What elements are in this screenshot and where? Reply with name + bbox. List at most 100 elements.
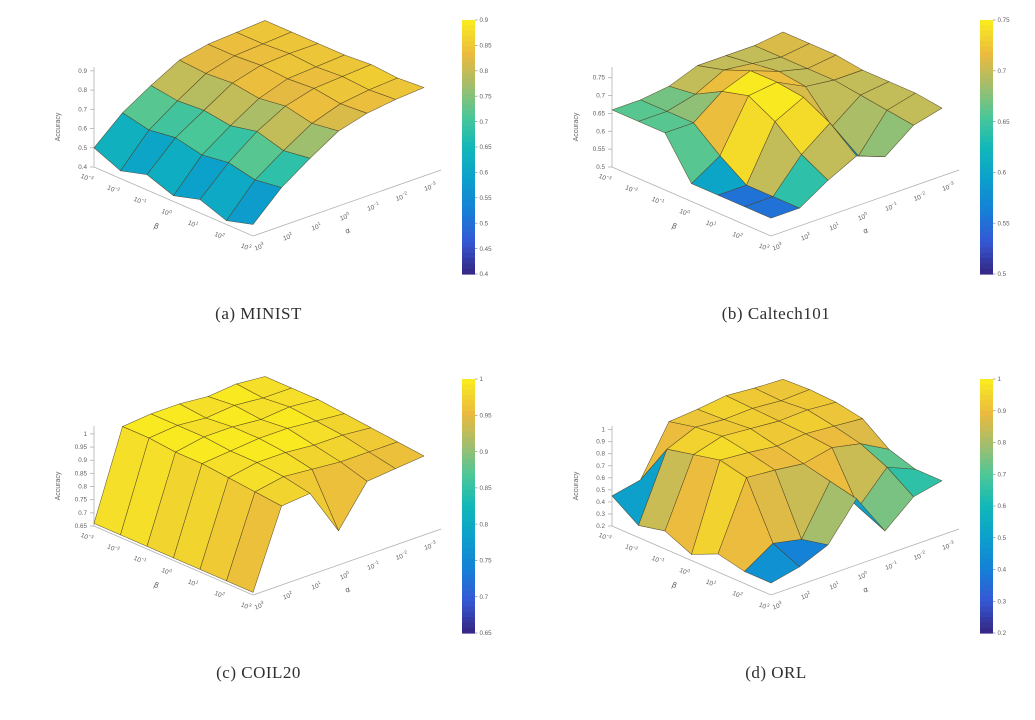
z-tick-label: 0.8 — [78, 484, 87, 491]
beta-tick-label: 103 — [757, 241, 770, 253]
colorbar-segment — [462, 94, 475, 100]
surface-mesh — [611, 31, 942, 219]
colorbar-segment — [462, 78, 475, 85]
z-axis-label: Accuracy — [573, 112, 580, 141]
beta-axis-label: β — [670, 221, 678, 231]
colorbar-segment — [462, 458, 475, 465]
colorbar-segment — [979, 521, 993, 528]
colorbar-segment — [462, 184, 475, 190]
z-tick-label: 0.7 — [78, 510, 87, 517]
beta-tick-label: 102 — [213, 229, 226, 241]
beta-tick-label: 10−2 — [106, 542, 121, 555]
beta-tick-label: 10−1 — [132, 194, 147, 207]
colorbar-segment — [979, 109, 993, 116]
ground-axes — [93, 525, 442, 596]
colorbar-segment — [979, 231, 993, 238]
surface-face — [226, 491, 282, 593]
colorbar-tick-label: 1 — [997, 376, 1001, 383]
colorbar-segment — [979, 83, 993, 90]
colorbar-segment — [979, 184, 993, 190]
colorbar-segment — [462, 447, 475, 454]
colorbar-segment — [979, 389, 993, 396]
colorbar-segment — [979, 558, 993, 565]
colorbar-segment — [462, 622, 475, 629]
alpha-tick-label: 10−1 — [366, 200, 381, 213]
axes: 0.75 0.7 0.65 0.6 0.55 0.5 Accuracy 10−3 10−2 10−… — [573, 67, 959, 253]
colorbar-segment — [462, 437, 475, 444]
colorbar-segment — [979, 35, 993, 42]
colorbar-segment — [462, 468, 475, 475]
colorbar-segment — [462, 506, 475, 512]
colorbar-segment — [462, 379, 475, 385]
axes: 1 0.95 0.9 0.85 0.8 0.75 0.7 0.65 Accuracy 10−3 10… — [55, 426, 442, 611]
axes: 1 0.9 0.8 0.7 0.6 0.5 0.4 0.3 0.2 Accuracy 10−3 10−… — [573, 426, 959, 612]
caption-caltech101: (b) Caltech101 — [721, 304, 831, 323]
colorbar-tick-label: 0.85 — [480, 43, 493, 50]
caption-minist: (a) MINIST — [215, 304, 302, 323]
colorbar-tick-label: 0.65 — [997, 119, 1010, 126]
colorbar-segment — [979, 189, 993, 196]
colorbar-segment — [462, 231, 475, 238]
alpha-tick-label: 100 — [856, 570, 869, 582]
colorbar-tick-label: 0.75 — [480, 93, 493, 100]
beta-tick-label: 10−1 — [132, 553, 147, 566]
colorbar-segment — [979, 215, 993, 222]
panel-coil20: 1 0.95 0.9 0.85 0.8 0.75 0.7 0.65 Accuracy 10−3 10… — [0, 351, 517, 711]
colorbar-segment — [462, 474, 475, 481]
alpha-tick-label: 102 — [799, 231, 812, 243]
colorbar-segment — [462, 558, 475, 565]
colorbar-segment — [979, 115, 993, 122]
surface-plot-coil20: 10.950.90.850.80.750.70.65Accuracy10−310… — [55, 376, 492, 637]
colorbar-segment — [979, 88, 993, 95]
colorbar-segment — [979, 431, 993, 438]
colorbar-segment — [462, 389, 475, 396]
colorbar-tick-label: 1 — [480, 376, 484, 383]
colorbar-tick-label: 0.5 — [480, 220, 489, 227]
colorbar-segment — [979, 527, 993, 534]
colorbar-segment — [462, 221, 475, 227]
colorbar-segment — [979, 421, 993, 428]
colorbar-segment — [979, 463, 993, 470]
colorbar-segment — [462, 400, 475, 407]
colorbar-tick-label: 0.4 — [997, 567, 1006, 574]
colorbar-segment — [462, 426, 475, 433]
colorbar-tick-label: 0.3 — [997, 598, 1006, 605]
beta-tick-label: 10−3 — [79, 171, 94, 184]
colorbar-segment — [462, 606, 475, 613]
colorbar-segment — [979, 580, 993, 586]
colorbar-segment — [979, 617, 993, 624]
surface-face — [226, 179, 282, 225]
colorbar-segment — [979, 564, 993, 571]
caption-coil20: (c) COIL20 — [216, 663, 301, 682]
alpha-axis-label: α — [861, 585, 869, 595]
alpha-tick-label: 101 — [310, 580, 323, 592]
alpha-tick-label: 101 — [828, 580, 841, 592]
colorbar-segment — [979, 67, 993, 74]
alpha-axis-label: α — [344, 226, 352, 236]
colorbar-segment — [979, 458, 993, 465]
colorbar-segment — [462, 247, 475, 254]
beta-tick-label: 10−1 — [650, 194, 665, 207]
colorbar-segment — [462, 210, 475, 217]
colorbar-segment — [462, 120, 475, 127]
colorbar-segment — [462, 141, 475, 148]
colorbar-segment — [979, 506, 993, 512]
z-tick-label: 0.65 — [592, 110, 605, 117]
z-tick-label: 0.7 — [78, 106, 87, 113]
colorbar-segment — [979, 25, 993, 32]
colorbar-segment — [979, 120, 993, 127]
beta-tick-label: 103 — [757, 600, 770, 612]
colorbar-segment — [462, 72, 475, 79]
beta-tick-label: 101 — [187, 218, 200, 230]
colorbar-segment — [462, 152, 475, 159]
z-tick-label: 0.75 — [592, 75, 605, 82]
colorbar-segment — [979, 511, 993, 518]
colorbar-tick-label: 0.45 — [480, 246, 493, 253]
z-tick-label: 0.6 — [78, 126, 87, 133]
colorbar-segment — [462, 125, 475, 132]
beta-tick-label: 102 — [731, 229, 744, 241]
colorbar-segment — [979, 453, 993, 459]
colorbar-segment — [979, 51, 993, 58]
colorbar-segment — [979, 99, 993, 106]
z-tick-label: 0.55 — [592, 146, 605, 153]
